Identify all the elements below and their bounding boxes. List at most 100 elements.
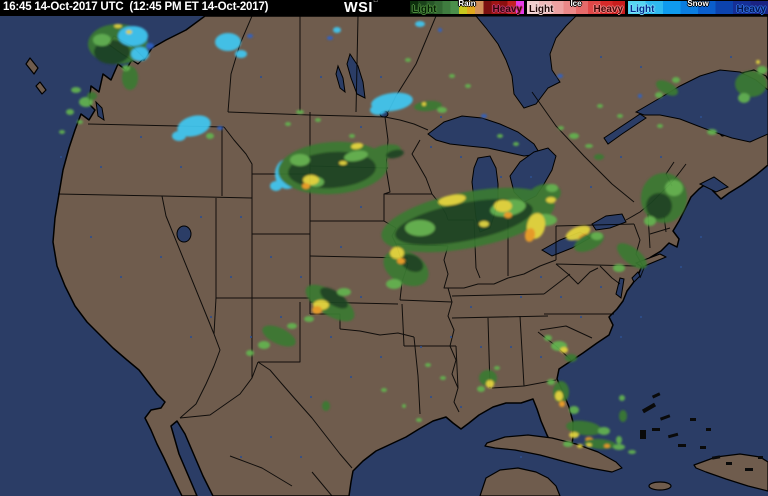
radar-echo	[390, 247, 404, 259]
legend-ice-heavy-label: Heavy	[593, 4, 623, 15]
small-lake-dot	[580, 316, 582, 318]
haida-gwaii	[25, 57, 39, 75]
radar-echo	[566, 420, 602, 436]
wsi-logo-mark: □	[373, 0, 379, 5]
radar-echo	[707, 129, 717, 135]
jamaica	[648, 481, 672, 491]
radar-echo	[440, 376, 446, 380]
radar-echo	[547, 379, 555, 385]
radar-map	[0, 16, 768, 496]
radar-echo	[126, 30, 132, 34]
radar-echo	[604, 444, 610, 448]
radar-echo	[287, 323, 297, 329]
hudson-bay	[475, 16, 577, 109]
small-lake-dot	[430, 396, 432, 398]
small-lake-dot	[90, 236, 92, 238]
radar-echo	[312, 306, 322, 314]
radar-echo	[122, 66, 138, 90]
small-lake-dot	[500, 176, 502, 178]
radar-echo	[296, 110, 304, 114]
radar-echo	[644, 216, 656, 226]
small-lake-dot	[460, 156, 462, 158]
radar-echo	[93, 34, 111, 46]
small-lake-dot	[600, 286, 602, 288]
small-lake-dot	[540, 276, 542, 278]
legend-ice: Ice Light Heavy	[527, 0, 625, 15]
radar-echo	[563, 441, 573, 447]
radar-echo	[619, 410, 627, 422]
small-lake-dot	[680, 266, 682, 268]
small-lake-dot	[340, 246, 342, 248]
small-lake-dot	[240, 216, 242, 218]
radar-echo	[215, 33, 241, 51]
radar-echo	[560, 347, 568, 353]
small-lake-dot	[450, 336, 452, 338]
small-lake-dot	[540, 356, 542, 358]
radar-echo	[735, 71, 767, 97]
small-lake-dot	[640, 66, 642, 68]
radar-echo	[494, 200, 512, 212]
lake-winnipeg	[346, 52, 366, 99]
delaware-bay	[631, 271, 641, 283]
small-lake-dot	[120, 276, 122, 278]
small-lake-dot	[360, 206, 362, 208]
legend-rain: Rain Light Heavy	[410, 0, 524, 15]
yucatan	[479, 467, 561, 496]
radar-echo	[114, 24, 122, 28]
radar-echo	[565, 225, 591, 241]
small-lake-dot	[190, 336, 192, 338]
legend-snow: Snow Light Heavy	[628, 0, 768, 15]
radar-echo	[646, 193, 672, 219]
small-lake-dot	[660, 156, 662, 158]
small-lake-dot	[270, 436, 272, 438]
radar-echo	[477, 386, 485, 392]
legend-rain-title: Rain	[458, 0, 476, 8]
bahamas-islands	[640, 392, 763, 471]
radar-echo	[247, 34, 253, 38]
small-lake-dot	[700, 116, 702, 118]
radar-echo	[416, 418, 422, 422]
radar-echo	[386, 279, 402, 289]
radar-echo	[304, 316, 314, 322]
radar-echo	[619, 395, 625, 401]
hispaniola	[693, 453, 768, 492]
radar-echo	[246, 350, 254, 356]
small-lake-dot	[330, 336, 332, 338]
radar-echo	[486, 380, 494, 388]
radar-echo	[438, 194, 466, 206]
st-lawrence-river	[603, 113, 647, 145]
small-lake-dot	[270, 256, 272, 258]
radar-echo	[569, 406, 579, 414]
radar-echo	[546, 184, 558, 192]
small-lake-dot	[470, 306, 472, 308]
radar-echo	[400, 253, 424, 273]
small-lake-dot	[310, 396, 312, 398]
small-lake-dot	[210, 316, 212, 318]
radar-echo	[628, 450, 636, 454]
small-lake-dot	[240, 456, 242, 458]
radar-echo	[77, 120, 83, 124]
small-lake-dot	[200, 216, 202, 218]
radar-echo	[657, 124, 663, 128]
radar-echo	[79, 97, 93, 107]
radar-echo	[415, 21, 425, 27]
radar-echo	[270, 181, 282, 191]
lake-winnipegosis	[335, 64, 346, 94]
wsi-logo: WSI□	[344, 0, 379, 16]
radar-echo	[597, 104, 603, 108]
radar-echo	[177, 115, 211, 137]
header-bar: 16:45 14-Oct-2017 UTC (12:45 PM ET 14-Oc…	[0, 0, 768, 16]
radar-echo	[320, 287, 348, 309]
radar-echo	[414, 100, 442, 112]
radar-echo	[613, 444, 625, 450]
legend-ice-light-label: Light	[529, 4, 554, 15]
small-lake-dot	[160, 256, 162, 258]
haida-gwaii-south	[35, 81, 47, 95]
radar-echo	[555, 391, 563, 401]
small-lake-dot	[300, 276, 302, 278]
radar-echo	[656, 80, 678, 96]
radar-echo	[546, 197, 556, 203]
radar-echo	[557, 74, 563, 78]
radar-echo	[544, 335, 552, 341]
small-lake-dot	[620, 336, 622, 338]
